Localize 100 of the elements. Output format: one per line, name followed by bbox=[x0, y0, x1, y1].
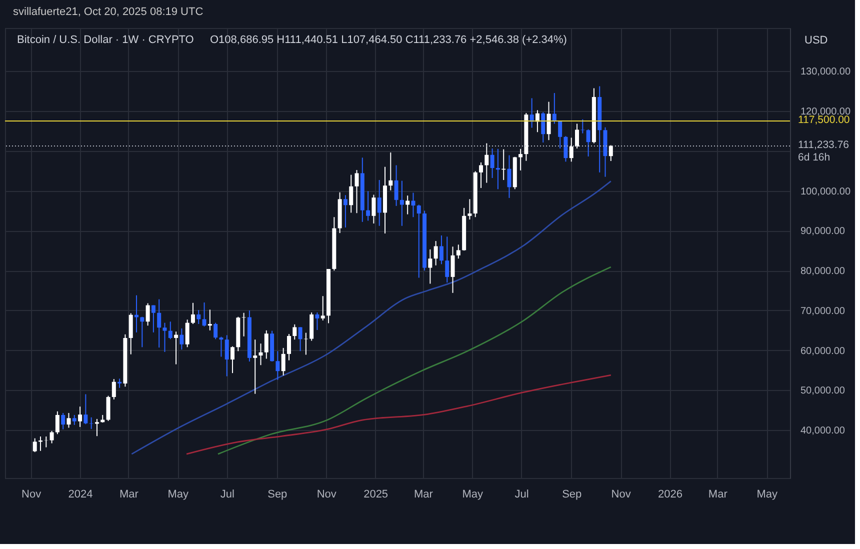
x-tick-label: Mar bbox=[708, 488, 728, 500]
candlestick bbox=[445, 236, 450, 284]
candlestick bbox=[320, 296, 325, 321]
line-series bbox=[217, 266, 612, 455]
candlestick bbox=[106, 395, 110, 422]
candlestick bbox=[162, 322, 167, 352]
candlestick bbox=[180, 328, 184, 350]
candlestick bbox=[190, 302, 195, 325]
candlestick bbox=[580, 118, 585, 134]
candlestick bbox=[315, 312, 320, 330]
candlestick bbox=[185, 319, 190, 348]
candlestick bbox=[558, 120, 562, 149]
line-series bbox=[186, 374, 612, 455]
x-tick-label: Mar bbox=[119, 488, 139, 500]
candlestick bbox=[586, 128, 590, 157]
candlestick bbox=[224, 334, 229, 377]
y-tick-label: 70,000.00 bbox=[800, 306, 846, 317]
candlestick bbox=[428, 248, 432, 284]
candlestick bbox=[32, 438, 37, 453]
candlestick bbox=[490, 148, 494, 178]
candlestick bbox=[94, 418, 99, 437]
candlestick bbox=[276, 350, 280, 380]
x-tick-label: Sep bbox=[562, 488, 582, 500]
candlestick bbox=[479, 162, 483, 188]
y-axis-title: USD bbox=[804, 34, 828, 46]
candlestick bbox=[55, 410, 60, 435]
candlestick bbox=[242, 312, 246, 337]
candlestick bbox=[400, 180, 404, 226]
candlestick bbox=[50, 430, 54, 444]
x-tick-label: Nov bbox=[22, 488, 42, 500]
candlestick bbox=[219, 336, 224, 358]
candlestick bbox=[434, 240, 438, 266]
x-tick-label: 2024 bbox=[68, 488, 93, 500]
candlestick bbox=[377, 179, 382, 226]
candlestick bbox=[439, 234, 444, 265]
ref-line-label: 111,233.76 6d 16h bbox=[798, 138, 850, 164]
candlestick bbox=[258, 343, 263, 366]
candlestick bbox=[541, 112, 546, 143]
line-series bbox=[130, 180, 612, 455]
x-tick-label: 2025 bbox=[364, 488, 388, 500]
x-tick-label: Mar bbox=[414, 488, 434, 500]
y-tick-label: 80,000.00 bbox=[800, 266, 846, 278]
candlestick bbox=[416, 204, 421, 278]
candlestick bbox=[546, 101, 551, 141]
x-tick-label: May bbox=[756, 488, 778, 500]
candlestick bbox=[168, 321, 172, 340]
candlestick bbox=[496, 148, 500, 190]
candlestick bbox=[230, 346, 235, 374]
candlestick bbox=[78, 406, 82, 428]
candlestick bbox=[507, 154, 512, 198]
candlestick bbox=[406, 195, 410, 215]
candlestick bbox=[146, 302, 150, 326]
candlestick bbox=[174, 331, 178, 365]
y-tick-label: 60,000.00 bbox=[800, 346, 846, 357]
candlestick bbox=[569, 137, 574, 162]
y-tick-label: 50,000.00 bbox=[800, 386, 846, 397]
candlestick bbox=[214, 322, 218, 340]
candlestick bbox=[372, 194, 376, 224]
candlestick bbox=[530, 98, 534, 128]
x-tick-label: Jul bbox=[514, 488, 529, 500]
candlestick bbox=[61, 412, 66, 430]
candlestick bbox=[66, 412, 71, 428]
candlestick bbox=[84, 394, 88, 425]
y-tick-label: 90,000.00 bbox=[800, 226, 846, 238]
candlestick bbox=[253, 339, 258, 394]
candlestick bbox=[112, 378, 116, 400]
candlestick bbox=[608, 144, 613, 162]
y-tick-label: 100,000.00 bbox=[800, 186, 851, 198]
candlestick bbox=[388, 152, 393, 191]
candlestick bbox=[128, 312, 133, 355]
candlestick bbox=[196, 310, 201, 325]
candlestick bbox=[264, 330, 268, 360]
candlestick bbox=[298, 326, 302, 352]
candlestick bbox=[468, 198, 472, 220]
text: svillafuerte21, Oct 20, 2025 08:19 UTC bbox=[13, 6, 204, 18]
candlestick bbox=[118, 378, 122, 388]
candlestick bbox=[140, 316, 144, 348]
x-tick-label: 2026 bbox=[658, 488, 683, 500]
candlestick bbox=[484, 142, 489, 184]
x-tick-label: Nov bbox=[611, 488, 632, 500]
x-tick-label: Jul bbox=[220, 488, 234, 500]
text: O108,686.95 H111,440.51 L107,464.50 C111,233.76 +2,546.38 (+2.34%) bbox=[210, 34, 567, 46]
candlestick bbox=[343, 194, 348, 228]
y-tick-label: 40,000.00 bbox=[800, 426, 846, 437]
x-tick-label: Sep bbox=[268, 488, 288, 500]
candlestick bbox=[349, 174, 354, 214]
y-tick-label: 130,000.00 bbox=[800, 66, 851, 78]
candlestick bbox=[564, 136, 568, 162]
candlestick bbox=[456, 244, 460, 260]
candlestick bbox=[394, 164, 398, 206]
candlestick bbox=[535, 110, 540, 133]
candlestick bbox=[202, 302, 206, 327]
candlestick bbox=[292, 324, 297, 340]
candlestick bbox=[366, 190, 370, 222]
candlestick bbox=[151, 304, 156, 333]
x-tick-label: Nov bbox=[316, 488, 337, 500]
candlestick bbox=[450, 246, 455, 294]
candlestick bbox=[518, 148, 523, 171]
candlestick bbox=[72, 414, 76, 426]
candlestick bbox=[286, 333, 291, 361]
